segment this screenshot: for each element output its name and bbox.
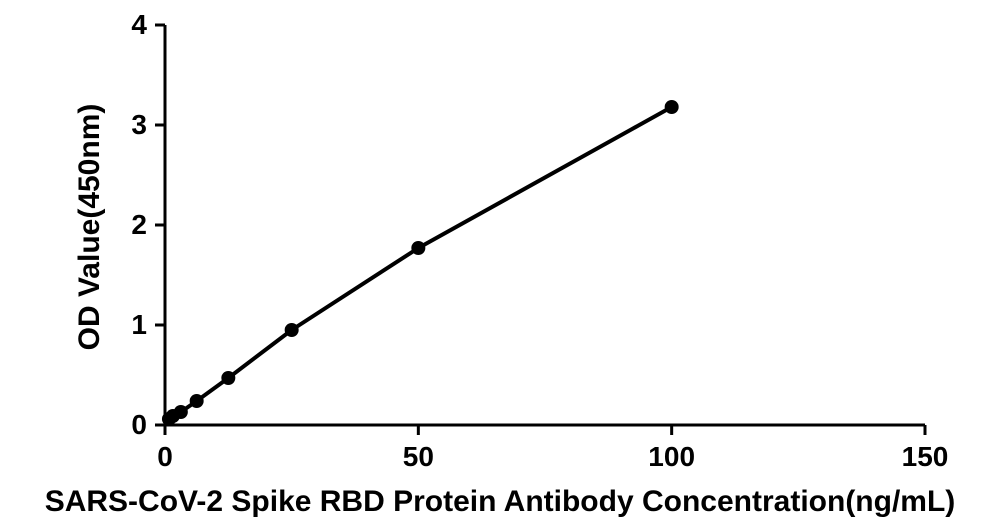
x-tick-label: 100 xyxy=(632,441,712,473)
data-marker xyxy=(190,394,204,408)
data-marker xyxy=(411,241,425,255)
data-line xyxy=(169,107,672,419)
x-tick-label: 150 xyxy=(885,441,965,473)
x-axis-label: SARS-CoV-2 Spike RBD Protein Antibody Co… xyxy=(0,485,1000,519)
x-tick-label: 0 xyxy=(125,441,205,473)
y-axis-label: OD Value(450nm) xyxy=(73,97,107,357)
data-marker xyxy=(174,405,188,419)
data-marker xyxy=(221,371,235,385)
x-tick-label: 50 xyxy=(378,441,458,473)
y-tick-label: 4 xyxy=(131,9,147,41)
y-tick-label: 3 xyxy=(131,109,147,141)
y-tick-label: 1 xyxy=(131,309,147,341)
y-tick-label: 2 xyxy=(131,209,147,241)
data-marker xyxy=(665,100,679,114)
y-tick-label: 0 xyxy=(131,409,147,441)
chart-container: OD Value(450nm) SARS-CoV-2 Spike RBD Pro… xyxy=(0,0,1000,527)
data-marker xyxy=(285,323,299,337)
